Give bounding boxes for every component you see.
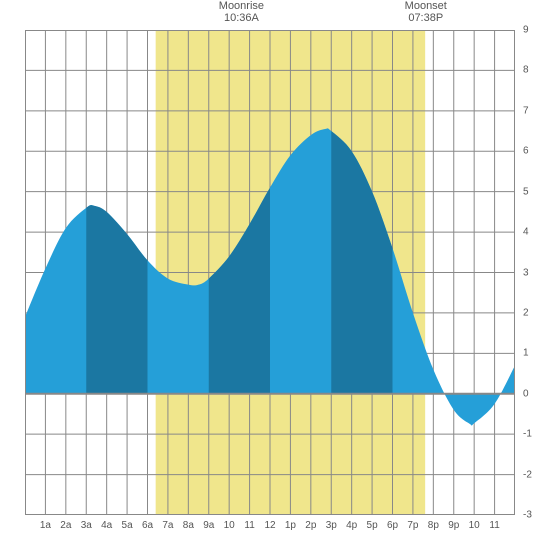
x-tick-label: 7p [407,520,418,531]
moonrise-label: Moonrise 10:36A [219,0,264,24]
y-axis-labels: -3-2-10123456789 [520,30,545,515]
x-tick-label: 10 [224,520,235,531]
chart-canvas [25,30,515,515]
y-tick-label: 7 [523,105,529,116]
y-tick-label: 6 [523,146,529,157]
y-tick-label: 5 [523,186,529,197]
x-tick-label: 2a [60,520,71,531]
x-tick-label: 6a [142,520,153,531]
y-tick-label: 9 [523,25,529,36]
moonset-label: Moonset 07:38P [405,0,447,24]
x-tick-label: 1a [40,520,51,531]
moonrise-time: 10:36A [219,12,264,24]
x-tick-label: 1p [285,520,296,531]
x-tick-label: 10 [469,520,480,531]
x-tick-label: 12 [264,520,275,531]
moonrise-title: Moonrise [219,0,264,12]
tide-chart: { "chart": { "type": "area", "width": 49… [0,0,550,550]
y-tick-label: 1 [523,348,529,359]
y-tick-label: 3 [523,267,529,278]
x-tick-label: 9p [448,520,459,531]
y-tick-label: -1 [523,429,532,440]
x-tick-label: 11 [489,520,499,531]
x-tick-label: 4p [346,520,357,531]
x-tick-label: 3a [81,520,92,531]
x-tick-label: 2p [305,520,316,531]
x-tick-label: 8p [428,520,439,531]
y-tick-label: -3 [523,510,532,521]
moonset-title: Moonset [405,0,447,12]
y-tick-label: 0 [523,388,529,399]
x-axis-labels: 1a 2a 3a 4a 5a 6a 7a 8a 9a 10 11 12 1p 2p 3p 4p 5p 6p 7p 8p… [25,520,515,540]
y-tick-label: 4 [523,227,529,238]
x-tick-label: 5p [367,520,378,531]
moonset-time: 07:38P [405,12,447,24]
moon-labels: Moonrise 10:36A Moonset 07:38P [0,0,550,30]
y-tick-label: 8 [523,65,529,76]
y-tick-label: 2 [523,307,529,318]
x-tick-label: 11 [244,520,254,531]
y-tick-label: -2 [523,469,532,480]
x-tick-label: 9a [203,520,214,531]
x-tick-label: 4a [101,520,112,531]
x-tick-label: 5a [122,520,133,531]
x-tick-label: 6p [387,520,398,531]
x-tick-label: 8a [183,520,194,531]
x-tick-label: 3p [326,520,337,531]
x-tick-label: 7a [162,520,173,531]
